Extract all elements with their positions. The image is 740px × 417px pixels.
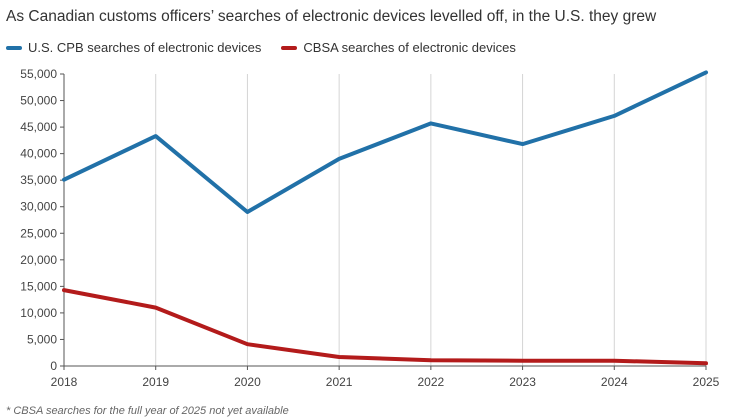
x-tick-label: 2020 [234,375,261,389]
y-tick-label: 0 [50,359,57,373]
y-tick-label: 25,000 [20,226,57,240]
y-tick-label: 10,000 [20,306,57,320]
y-tick-label: 35,000 [20,173,57,187]
legend-label-cbsa: CBSA searches of electronic devices [303,40,516,55]
x-tick-label: 2024 [601,375,628,389]
y-tick-label: 5,000 [27,332,57,346]
y-tick-label: 20,000 [20,253,57,267]
x-tick-label: 2022 [418,375,445,389]
y-tick-label: 15,000 [20,279,57,293]
y-tick-label: 40,000 [20,147,57,161]
x-tick-label: 2023 [509,375,536,389]
series-line-us-cpb [62,70,708,214]
y-tick-label: 30,000 [20,200,57,214]
legend-item-us: U.S. CPB searches of electronic devices [6,40,261,55]
legend: U.S. CPB searches of electronic devices … [6,40,516,55]
chart-title: As Canadian customs officers’ searches o… [6,8,657,25]
y-tick-label: 50,000 [20,94,57,108]
x-tick-label: 2021 [326,375,353,389]
legend-swatch-cbsa [281,45,298,50]
series-line-cbsa [62,288,708,366]
x-tick-label: 2019 [142,375,169,389]
footnote: * CBSA searches for the full year of 202… [6,405,289,417]
legend-label-us: U.S. CPB searches of electronic devices [28,40,262,55]
legend-item-cbsa: CBSA searches of electronic devices [281,40,516,55]
y-tick-label: 45,000 [20,120,57,134]
legend-swatch-us [6,45,22,50]
x-tick-label: 2025 [693,375,720,389]
x-tick-label: 2018 [51,375,78,389]
y-tick-label: 55,000 [20,67,57,81]
